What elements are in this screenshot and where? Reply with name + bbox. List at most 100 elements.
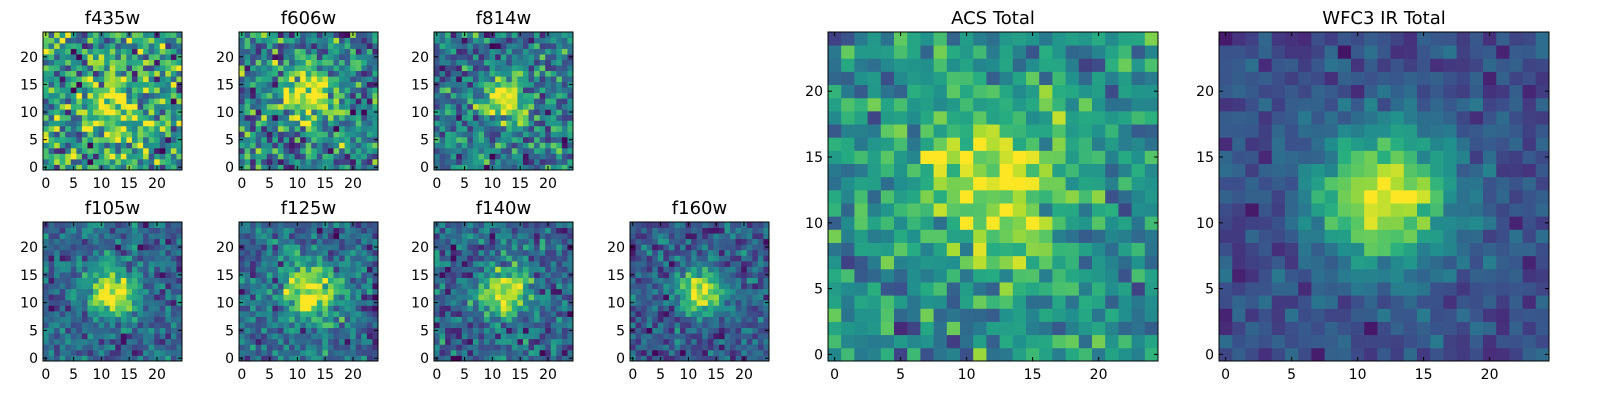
heatmap-cell [489,103,496,110]
heatmap-cell [148,125,155,132]
heatmap-cell [456,136,463,143]
heatmap-cell [289,37,295,44]
heatmap-cell [528,344,535,351]
heatmap-cell [43,349,49,356]
heatmap-cell [757,322,764,329]
heatmap-cell [500,349,507,356]
heatmap-cell [54,70,61,77]
heatmap-cell [70,147,77,154]
heatmap-cell [59,305,66,312]
heatmap-cell [500,355,507,362]
heatmap-cell [70,272,77,278]
heatmap-cell [680,277,686,284]
heatmap-cell [691,222,698,228]
heatmap-cell [322,92,329,99]
heatmap-cell [366,249,373,256]
heatmap-cell [561,65,568,72]
heatmap-cell [986,189,1000,204]
heatmap-cell [550,158,557,165]
heatmap-cell [165,294,172,301]
heatmap-cell [300,147,307,154]
heatmap-cell [730,349,737,356]
heatmap-cell [126,109,133,116]
heatmap-cell [81,288,88,295]
heatmap-cell [65,92,72,99]
heatmap-cell [1052,347,1066,362]
heatmap-cell [300,355,307,362]
heatmap-cell [333,227,340,234]
heatmap-cell [250,349,257,356]
heatmap-cell [735,310,742,317]
heatmap-cell [735,355,742,362]
heatmap-cell [289,136,295,143]
heatmap-cell [445,131,452,138]
heatmap-cell [450,310,457,317]
heatmap-cell [730,338,737,345]
heatmap-cell [730,294,737,301]
heatmap-cell [104,48,111,55]
heatmap-cell [439,158,446,165]
heatmap-cell [333,316,340,323]
heatmap-cell [1092,163,1106,178]
heatmap-cell [495,114,502,121]
heatmap-cell [98,131,105,138]
heatmap-cell [707,255,714,262]
heatmap-cell [920,176,934,191]
heatmap-cell [467,327,474,334]
heatmap-cell [372,76,379,83]
heatmap-cell [316,255,323,262]
heatmap-cell [657,310,664,317]
heatmap-cell [1026,308,1040,322]
heatmap-cell [327,131,334,138]
heatmap-cell [170,103,177,110]
heatmap-cell [311,272,318,278]
heatmap-cell [539,92,546,99]
heatmap-cell [567,310,574,317]
heatmap-cell [266,125,273,132]
heatmap-cell [294,344,301,351]
heatmap-cell [239,316,245,323]
heatmap-cell [495,316,502,323]
x-tick-label: 0 [432,176,441,192]
heatmap-cell [500,283,507,290]
heatmap-cell [255,277,262,284]
heatmap-cell [450,98,457,105]
heatmap-cell [752,260,759,267]
heatmap-cell [691,299,698,306]
heatmap-cell [350,227,357,234]
heatmap-cell [545,316,552,323]
y-tick-label: 0 [29,160,38,176]
heatmap-cell [81,322,88,329]
heatmap-cell [752,266,759,273]
heatmap-cell [528,355,535,362]
heatmap-cell [154,92,161,99]
heatmap-cell [696,227,703,234]
heatmap-cell [641,299,648,306]
heatmap-cell [450,294,457,301]
heatmap-cell [289,48,295,55]
heatmap-cell [176,283,183,290]
heatmap-cell [93,288,99,295]
heatmap-cell [159,103,166,110]
heatmap-cell [65,338,72,345]
heatmap-cell [120,222,127,228]
heatmap-cell [735,260,742,267]
heatmap-cell [333,299,340,306]
heatmap-cell [907,176,921,191]
heatmap-cell [646,299,653,306]
heatmap-cell [131,114,138,121]
heatmap-cell [439,349,446,356]
heatmap-cell [691,260,698,267]
heatmap-cell [70,344,77,351]
heatmap-cell [131,158,138,165]
heatmap-cell [741,322,748,329]
heatmap-cell [170,98,177,105]
heatmap-cell [828,282,842,296]
heatmap-cell [511,338,518,345]
heatmap-cell [484,310,490,317]
heatmap-cell [59,70,66,77]
heatmap-cell [450,222,457,228]
heatmap-cell [880,229,895,243]
heatmap-cell [522,142,529,149]
heatmap-cell [277,349,284,356]
